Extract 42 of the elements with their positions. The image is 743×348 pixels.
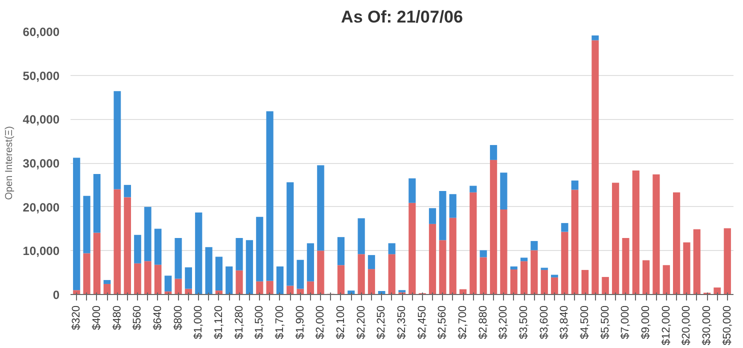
x-tick-label: $640 (152, 305, 164, 330)
x-tick-label: $2,200 (355, 305, 368, 340)
x-tick-label: $800 (172, 305, 184, 330)
x-tick-label: $5,500 (599, 305, 612, 340)
x-tick-label: $4,500 (579, 305, 592, 340)
x-tick-label: $12,000 (660, 305, 672, 346)
x-tick-label: $400 (90, 305, 103, 330)
x-tick-label: $2,100 (334, 305, 347, 340)
y-tick-label: 10,000 (22, 244, 60, 258)
x-tick-label: $3,200 (498, 305, 510, 340)
x-tick-label: $2,000 (314, 305, 327, 340)
x-tick-label: $480 (111, 305, 124, 330)
x-tick-label: $3,600 (538, 305, 550, 340)
y-tick-label: 50,000 (22, 68, 60, 83)
x-tick-label: $9,000 (640, 305, 652, 340)
x-tick-label: $7,000 (620, 305, 632, 340)
x-tick-label: $3,840 (558, 305, 571, 340)
x-tick-label: $1,700 (274, 305, 286, 340)
x-tick-label: $2,350 (396, 305, 408, 340)
y-tick-label: 30,000 (22, 156, 60, 170)
y-tick-label: 60,000 (22, 25, 60, 39)
y-tick-label: 0 (52, 288, 60, 302)
x-tick-label: $3,500 (518, 305, 530, 340)
x-tick-label: $1,900 (294, 305, 306, 340)
x-tick-label: $2,560 (436, 305, 449, 340)
x-tick-label: $20,000 (680, 305, 693, 346)
x-tick-label: $1,120 (212, 305, 225, 340)
x-tick-label: $1,500 (254, 305, 266, 340)
x-tick-label: $560 (132, 305, 144, 330)
chart-title: As Of: 21/07/06 (341, 8, 463, 26)
x-tick-label: $320 (70, 305, 83, 330)
x-tick-label: $2,450 (416, 305, 428, 340)
y-axis-title: Open Interest(Ξ) (4, 126, 15, 200)
y-tick-label: 20,000 (22, 200, 60, 214)
y-tick-label: 40,000 (22, 112, 60, 127)
x-tick-label: $1,000 (192, 305, 205, 340)
x-tick-label: $2,250 (376, 305, 388, 340)
x-tick-label: $1,280 (233, 305, 246, 340)
x-tick-label: $2,700 (457, 305, 470, 340)
x-tick-label: $50,000 (721, 305, 734, 346)
x-tick-label: $2,880 (477, 305, 490, 340)
x-tick-label: $30,000 (701, 305, 714, 346)
